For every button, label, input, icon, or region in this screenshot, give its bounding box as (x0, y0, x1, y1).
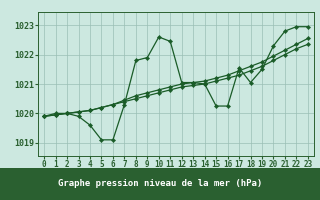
Text: Graphe pression niveau de la mer (hPa): Graphe pression niveau de la mer (hPa) (58, 180, 262, 188)
